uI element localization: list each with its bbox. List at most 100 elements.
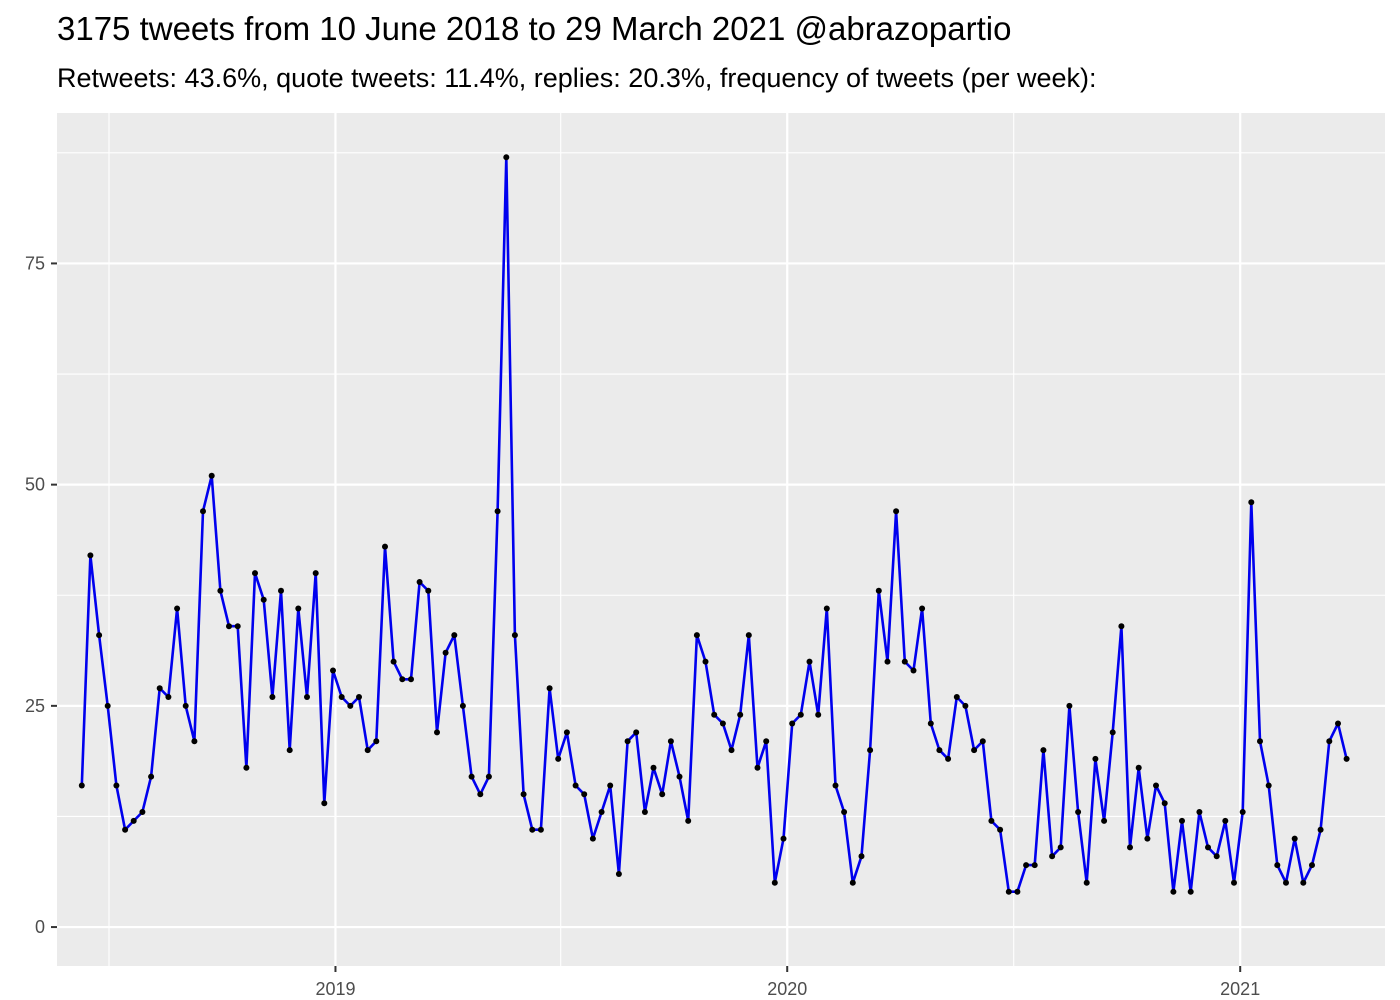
data-point [589,835,596,842]
data-point [728,747,735,754]
data-point [997,826,1004,833]
data-point [338,694,345,700]
data-point [1291,835,1298,842]
data-point [1135,764,1142,771]
data-point [1031,862,1038,869]
data-point [780,835,787,842]
data-point [910,667,917,674]
data-point [841,809,848,815]
data-point [676,773,683,780]
x-tick-label: 2021 [1220,979,1260,999]
x-tick-label: 2020 [767,979,807,999]
data-point [330,667,336,674]
data-point [615,871,622,877]
data-point [1170,888,1177,895]
data-point [901,658,908,665]
data-point [581,791,588,798]
data-point [1265,782,1272,789]
data-point [1179,817,1185,824]
data-point [451,632,458,639]
data-point [286,747,293,754]
data-point [243,764,250,771]
data-point [1239,809,1246,815]
data-point [347,702,354,709]
data-point [364,747,371,754]
data-point [650,764,657,771]
data-point [1118,623,1125,630]
data-point [1343,755,1350,762]
data-point [953,694,960,700]
data-point [442,649,449,656]
data-point [988,817,995,824]
data-point [104,702,111,709]
major-gridlines [57,113,1385,966]
data-point [174,605,181,612]
data-point [1057,844,1064,851]
data-point [468,773,475,780]
data-point [139,809,146,815]
data-point [408,676,414,683]
data-point [711,711,718,718]
data-point [546,685,553,692]
data-point [295,605,302,612]
data-point [1144,835,1151,842]
data-point [763,738,770,745]
data-point [693,632,700,639]
data-point [269,694,276,700]
data-point [130,817,137,824]
data-point [96,632,103,639]
data-point [399,676,406,683]
data-point [563,729,570,736]
data-point [962,702,969,709]
data-point [78,782,85,789]
data-point [1300,879,1307,886]
data-point [1335,720,1341,727]
data-point [979,738,986,745]
data-point [754,764,761,771]
y-tick-label: 0 [35,917,45,937]
data-point [1161,800,1168,807]
data-point [1040,747,1047,754]
data-point [919,605,926,612]
data-point [806,658,813,665]
data-point [1005,888,1012,895]
data-point [598,809,605,815]
plot-background [57,113,1385,966]
data-point [503,154,510,161]
data-point [832,782,839,789]
data-point [278,587,284,594]
data-point [624,738,631,745]
data-point [667,738,674,745]
data-point [87,552,94,559]
data-point [771,879,778,886]
data-point [1196,809,1203,815]
data-point [659,791,666,798]
data-point [1014,888,1021,895]
data-point [1023,862,1030,869]
x-tick-label: 2019 [315,979,355,999]
data-point [217,587,224,594]
y-axis: 0 25 50 75 [25,253,57,937]
data-point [485,773,492,780]
data-point [685,817,692,824]
data-point [702,658,709,665]
data-point [312,570,319,577]
data-point [607,782,614,789]
x-axis: 2019 2020 2021 [315,966,1260,999]
data-point [390,658,397,665]
data-point [208,472,215,479]
data-point [945,755,952,762]
chart-title: 3175 tweets from 10 June 2018 to 29 Marc… [57,10,1012,47]
data-point [113,782,120,789]
data-point [529,826,536,833]
series-points [78,154,1350,895]
data-point [148,773,155,780]
data-point [875,587,882,594]
data-point [815,711,822,718]
data-point [321,800,328,807]
data-point [1283,879,1289,886]
data-point [1213,853,1220,860]
chart-subtitle: Retweets: 43.6%, quote tweets: 11.4%, re… [57,63,1097,93]
data-point [1049,853,1056,860]
